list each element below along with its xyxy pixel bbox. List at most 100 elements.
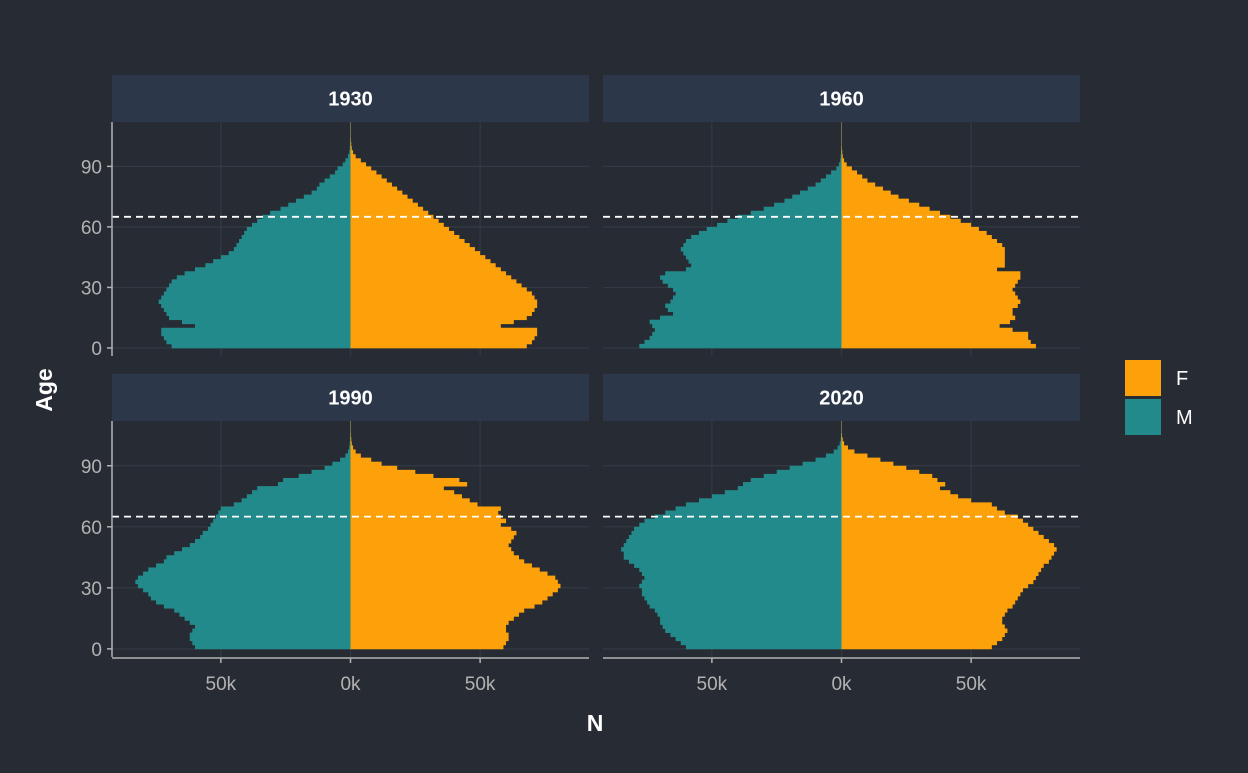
bar-male (203, 531, 351, 535)
bar-male (691, 263, 841, 267)
bar-female (842, 308, 1013, 312)
bar-male (668, 308, 842, 312)
bar-male (325, 466, 351, 470)
bar-male (348, 154, 351, 158)
bar-male (143, 588, 350, 592)
bar-male (639, 523, 841, 527)
bar-female (351, 616, 514, 620)
bar-female (842, 437, 843, 441)
bar-male (634, 527, 841, 531)
bar-female (842, 203, 920, 207)
bar-female (351, 547, 512, 551)
facet-strip-label: 1990 (328, 388, 373, 410)
bar-male (670, 633, 841, 637)
bar-female (842, 328, 1013, 332)
bar-female (842, 295, 1018, 299)
bar-male (639, 344, 841, 348)
bar-female (351, 162, 367, 166)
bar-male (655, 608, 842, 612)
bar-female (351, 340, 532, 344)
bar-male (642, 580, 842, 584)
bar-female (351, 470, 416, 474)
bar-male (683, 251, 841, 255)
bar-male (143, 572, 350, 576)
bar-female (351, 142, 352, 146)
bar-male (190, 637, 351, 641)
bar-male (213, 259, 350, 263)
bar-male (166, 340, 350, 344)
bar-female (842, 199, 909, 203)
bar-male (156, 563, 350, 567)
bar-male (699, 231, 842, 235)
bar-male (803, 462, 842, 466)
bar-female (351, 207, 424, 211)
bar-female (351, 502, 478, 506)
bar-male (665, 271, 841, 275)
bar-female (351, 620, 509, 624)
bar-female (351, 199, 413, 203)
bar-female (351, 150, 354, 154)
bar-male (663, 624, 842, 628)
bar-male (325, 178, 351, 182)
bar-male (338, 166, 351, 170)
bar-male (190, 543, 351, 547)
bar-female (351, 287, 527, 291)
bar-male (686, 645, 842, 649)
bar-male (673, 295, 842, 299)
bar-male (244, 231, 350, 235)
bar-female (842, 170, 858, 174)
bar-female (842, 584, 1029, 588)
bar-female (842, 162, 847, 166)
bar-male (332, 462, 350, 466)
bar-female (842, 547, 1057, 551)
bar-male (177, 275, 351, 279)
bar-male (639, 567, 841, 571)
bar-male (205, 263, 350, 267)
bar-male (657, 612, 841, 616)
bar-female (351, 187, 398, 191)
bar-male (164, 604, 351, 608)
bar-male (626, 539, 841, 543)
bar-female (842, 474, 933, 478)
bar-female (842, 195, 899, 199)
bar-male (841, 437, 842, 441)
bar-male (156, 600, 350, 604)
bar-female (351, 612, 520, 616)
bar-male (172, 344, 351, 348)
bar-female (842, 146, 843, 150)
bar-male (644, 519, 841, 523)
bar-male (665, 629, 841, 633)
bar-male (229, 251, 351, 255)
bar-female (351, 223, 444, 227)
bar-male (195, 624, 351, 628)
bar-male (650, 320, 842, 324)
bar-female (351, 466, 398, 470)
bar-male (348, 449, 351, 453)
bar-male (335, 170, 351, 174)
bar-female (842, 580, 1034, 584)
bar-male (663, 279, 842, 283)
bar-male (624, 555, 842, 559)
bar-female (351, 498, 470, 502)
bar-male (632, 531, 842, 535)
bar-female (842, 620, 1003, 624)
bar-female (351, 462, 382, 466)
bar-male (169, 283, 350, 287)
y-tick-label: 60 (81, 218, 102, 239)
bar-male (208, 527, 351, 531)
bar-male (642, 592, 842, 596)
bar-female (842, 616, 1003, 620)
bar-female (351, 243, 470, 247)
bar-female (351, 267, 501, 271)
bar-female (351, 263, 496, 267)
bar-female (842, 166, 852, 170)
bar-male (138, 576, 351, 580)
bar-male (839, 162, 842, 166)
bar-female (351, 559, 525, 563)
bar-female (842, 563, 1044, 567)
bar-female (351, 437, 352, 441)
bar-female (842, 300, 1021, 304)
bar-female (842, 312, 1013, 316)
bar-male (836, 166, 841, 170)
bar-male (242, 498, 351, 502)
